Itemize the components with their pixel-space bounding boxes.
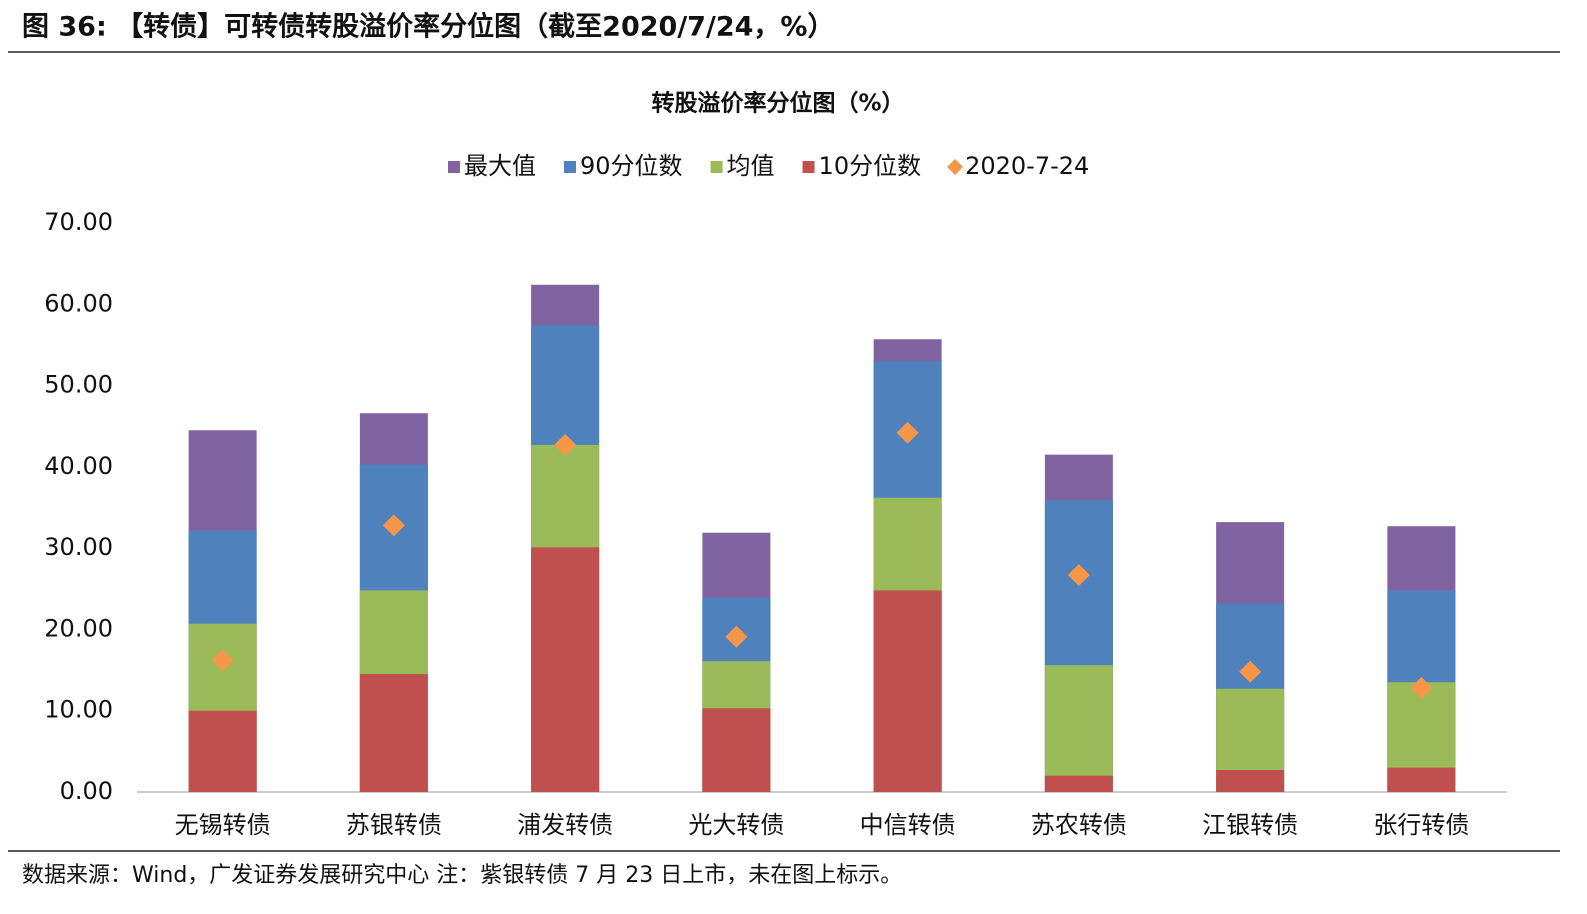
marker bbox=[1239, 660, 1262, 683]
chart-title: 转股溢价率分位图（%） bbox=[651, 90, 904, 117]
legend-label: 均值 bbox=[727, 152, 775, 180]
marker bbox=[554, 433, 577, 456]
legend-label: 2020-7-24 bbox=[965, 152, 1089, 180]
y-tick-label: 10.00 bbox=[44, 696, 113, 724]
y-tick-label: 0.00 bbox=[60, 777, 113, 805]
y-tick-label: 20.00 bbox=[44, 614, 113, 642]
y-tick-label: 60.00 bbox=[44, 289, 113, 317]
bar bbox=[1044, 665, 1113, 792]
bar bbox=[873, 590, 942, 792]
marker bbox=[1410, 676, 1433, 699]
marker bbox=[725, 625, 748, 648]
bar bbox=[1216, 770, 1285, 792]
x-tick-label: 中信转债 bbox=[860, 811, 956, 839]
legend-swatch bbox=[947, 159, 964, 175]
x-tick-label: 无锡转债 bbox=[175, 811, 271, 839]
x-tick-label: 江银转债 bbox=[1202, 811, 1298, 839]
x-tick-label: 浦发转债 bbox=[517, 811, 613, 839]
y-tick-label: 70.00 bbox=[44, 208, 113, 236]
bar bbox=[359, 674, 428, 792]
x-tick-label: 苏银转债 bbox=[346, 811, 442, 839]
marker bbox=[211, 649, 234, 672]
legend-swatch bbox=[448, 161, 460, 173]
bar bbox=[1044, 775, 1113, 792]
source-note: 数据来源：Wind，广发证券发展研究中心 注：紫银转债 7 月 23 日上市，未… bbox=[22, 863, 902, 888]
figure-title: 图 36: 【转债】可转债转股溢价率分位图（截至2020/7/24，%） bbox=[22, 11, 834, 43]
legend-swatch bbox=[710, 161, 723, 173]
legend-swatch bbox=[564, 161, 576, 173]
marker bbox=[1067, 563, 1090, 586]
y-tick-label: 30.00 bbox=[44, 533, 113, 561]
x-tick-label: 光大转债 bbox=[688, 811, 784, 839]
marker bbox=[382, 514, 405, 537]
marker bbox=[896, 421, 919, 444]
y-tick-label: 40.00 bbox=[44, 452, 113, 480]
x-tick-label: 苏农转债 bbox=[1031, 811, 1127, 839]
bar bbox=[188, 710, 257, 792]
y-tick-label: 50.00 bbox=[44, 371, 113, 399]
legend-label: 10分位数 bbox=[819, 152, 922, 180]
bar bbox=[531, 547, 600, 792]
legend-label: 最大值 bbox=[464, 152, 536, 180]
x-tick-label: 张行转债 bbox=[1373, 811, 1469, 839]
legend-label: 90分位数 bbox=[580, 152, 683, 180]
bar bbox=[702, 708, 771, 792]
bar bbox=[1387, 767, 1456, 792]
legend-swatch bbox=[802, 161, 815, 173]
